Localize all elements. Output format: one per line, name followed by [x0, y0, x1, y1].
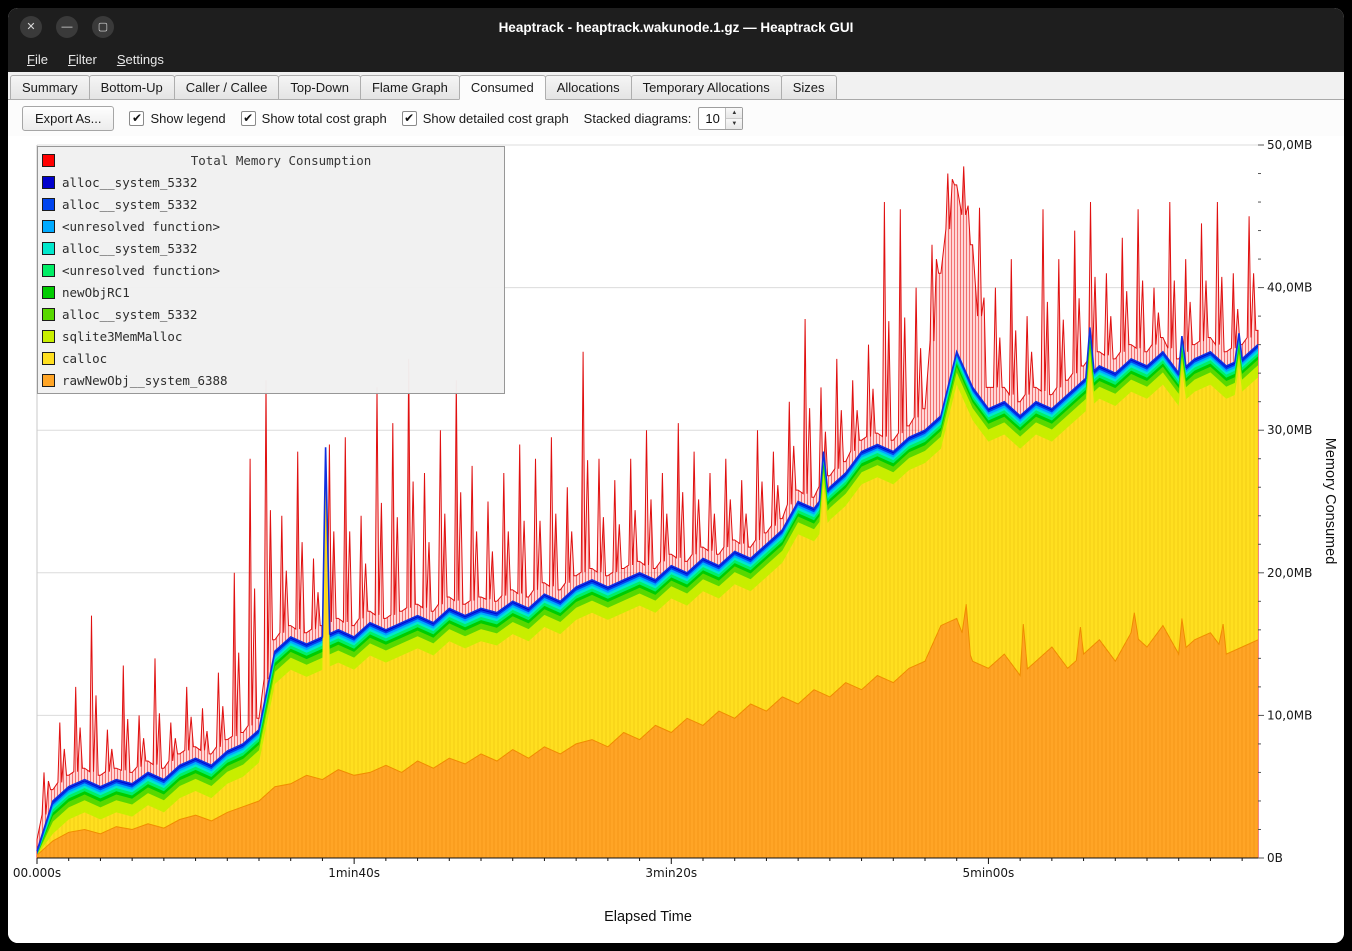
- svg-text:3min20s: 3min20s: [645, 866, 697, 880]
- legend-title-row: Total Memory Consumption: [42, 149, 500, 171]
- checkbox-icon: ✔: [240, 110, 256, 126]
- svg-text:40,0MB: 40,0MB: [1267, 281, 1312, 295]
- checkbox-icon: ✔: [129, 110, 145, 126]
- close-button[interactable]: ✕: [20, 16, 42, 38]
- checkbox-show-detailed-cost-graph[interactable]: ✔ Show detailed cost graph: [401, 110, 569, 126]
- app-window: ✕ — ▢ Heaptrack - heaptrack.wakunode.1.gz …: [8, 8, 1344, 943]
- menu-settings[interactable]: Settings: [116, 51, 164, 67]
- titlebar[interactable]: ✕ — ▢ Heaptrack - heaptrack.wakunode.1.gz …: [8, 8, 1344, 46]
- svg-text:1min40s: 1min40s: [328, 866, 380, 880]
- legend-color-swatch: [42, 263, 55, 277]
- tab-allocations[interactable]: Allocations: [544, 75, 632, 100]
- legend-color-swatch: [42, 307, 55, 321]
- tab-flame-graph[interactable]: Flame Graph: [359, 75, 460, 100]
- legend-label: alloc__system_5332: [62, 240, 198, 256]
- legend-item: <unresolved function>: [42, 259, 500, 281]
- legend-color-swatch: [42, 329, 55, 343]
- legend-item: calloc: [42, 347, 500, 369]
- legend-label: sqlite3MemMalloc: [62, 328, 183, 344]
- export-as-button[interactable]: Export As...: [22, 105, 115, 131]
- stacked-diagrams-value: 10: [705, 110, 720, 126]
- chart-legend: Total Memory Consumption alloc__system_53…: [37, 146, 505, 394]
- legend-label: alloc__system_5332: [62, 306, 198, 322]
- spinbox-arrows: ▲ ▼: [725, 107, 743, 129]
- window-title: Heaptrack - heaptrack.wakunode.1.gz — He…: [498, 19, 854, 35]
- legend-item: alloc__system_5332: [42, 171, 500, 193]
- legend-color-swatch: [42, 351, 55, 365]
- legend-label: newObjRC1: [62, 284, 130, 300]
- maximize-button[interactable]: ▢: [92, 16, 114, 38]
- legend-item: alloc__system_5332: [42, 193, 500, 215]
- stacked-diagrams-spinbox[interactable]: 10 ▲ ▼: [698, 106, 744, 130]
- legend-item: rawNewObj__system_6388: [42, 369, 500, 391]
- x-axis-label: Elapsed Time: [604, 909, 692, 925]
- tab-caller-callee[interactable]: Caller / Callee: [173, 75, 280, 100]
- legend-color-swatch: [42, 285, 55, 299]
- tab-summary[interactable]: Summary: [10, 75, 90, 100]
- checkbox-label: Show total cost graph: [261, 110, 387, 126]
- checkbox-show-total-cost-graph[interactable]: ✔ Show total cost graph: [240, 110, 387, 126]
- tab-sizes[interactable]: Sizes: [780, 75, 837, 100]
- legend-color-swatch: [42, 175, 55, 189]
- legend-item: newObjRC1: [42, 281, 500, 303]
- svg-text:5min00s: 5min00s: [963, 866, 1015, 880]
- legend-label: Total Memory Consumption: [190, 152, 372, 168]
- minimize-button[interactable]: —: [56, 16, 78, 38]
- legend-label: rawNewObj__system_6388: [62, 372, 228, 388]
- menubar: File Filter Settings: [8, 46, 1344, 72]
- checkbox-label: Show detailed cost graph: [422, 110, 569, 126]
- legend-label: alloc__system_5332: [62, 174, 198, 190]
- checkbox-label: Show legend: [150, 110, 226, 126]
- checkbox-show-legend[interactable]: ✔ Show legend: [129, 110, 226, 126]
- legend-color-swatch: [42, 197, 55, 211]
- legend-label: <unresolved function>: [62, 218, 221, 234]
- legend-label: <unresolved function>: [62, 262, 221, 278]
- menu-file[interactable]: File: [27, 51, 48, 67]
- tab-bottom-up[interactable]: Bottom-Up: [88, 75, 175, 100]
- memory-consumption-chart[interactable]: 00.000s 1min40s 3min20s 5min00s 0B 10,0MB 20,0…: [8, 136, 1344, 943]
- legend-item: alloc__system_5332: [42, 303, 500, 325]
- checkbox-icon: ✔: [401, 110, 417, 126]
- svg-text:20,0MB: 20,0MB: [1267, 566, 1312, 580]
- tabbar: Summary Bottom-Up Caller / Callee Top-Down F…: [8, 72, 1344, 100]
- legend-color-swatch: [42, 153, 55, 167]
- stacked-diagrams-label: Stacked diagrams:: [583, 110, 692, 126]
- spin-up-button[interactable]: ▲: [726, 107, 743, 119]
- legend-label: calloc: [62, 350, 108, 366]
- svg-text:10,0MB: 10,0MB: [1267, 708, 1312, 722]
- tab-top-down[interactable]: Top-Down: [278, 75, 361, 100]
- spin-down-button[interactable]: ▼: [726, 118, 743, 129]
- toolbar: Export As... ✔ Show legend ✔ Show total cos…: [8, 100, 1344, 136]
- svg-text:50,0MB: 50,0MB: [1267, 138, 1312, 152]
- legend-label: alloc__system_5332: [62, 196, 198, 212]
- svg-text:0B: 0B: [1267, 851, 1283, 865]
- window-controls: ✕ — ▢: [20, 16, 114, 38]
- legend-item: alloc__system_5332: [42, 237, 500, 259]
- legend-color-swatch: [42, 373, 55, 387]
- y-axis-label: Memory Consumed: [1322, 437, 1338, 565]
- svg-text:00.000s: 00.000s: [13, 866, 61, 880]
- tab-temporary-allocations[interactable]: Temporary Allocations: [630, 75, 782, 100]
- checkbox-group: ✔ Show legend ✔ Show total cost graph ✔ Show …: [129, 110, 569, 126]
- legend-item: sqlite3MemMalloc: [42, 325, 500, 347]
- tab-consumed[interactable]: Consumed: [458, 75, 546, 100]
- legend-item: <unresolved function>: [42, 215, 500, 237]
- legend-color-swatch: [42, 219, 55, 233]
- legend-color-swatch: [42, 241, 55, 255]
- menu-filter[interactable]: Filter: [67, 51, 97, 67]
- chart-area: 00.000s 1min40s 3min20s 5min00s 0B 10,0MB 20,0…: [8, 136, 1344, 943]
- svg-text:30,0MB: 30,0MB: [1267, 423, 1312, 437]
